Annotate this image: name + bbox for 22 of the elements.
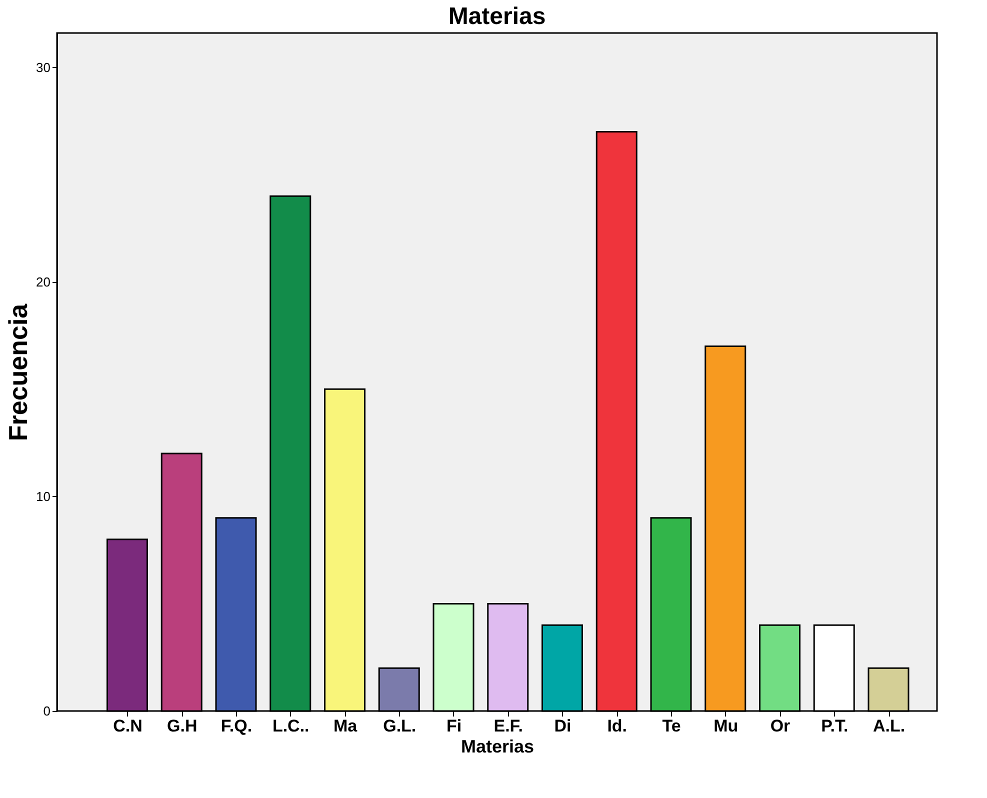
x-tick-label: C.N [113, 716, 142, 736]
x-tick-label: Ma [333, 716, 358, 736]
x-tick-label: A.L. [872, 716, 906, 736]
x-tick-label: Or [770, 716, 791, 736]
x-tick-label: E.F. [494, 716, 524, 736]
x-tick-label: G.L. [383, 716, 416, 736]
y-tick-label: 0 [43, 704, 50, 718]
x-tick-label: Fi [446, 716, 462, 736]
x-tick-label: Te [662, 716, 681, 736]
chart-title: Materias [448, 3, 546, 30]
x-tick-label: Id. [607, 716, 628, 736]
x-tick-label: Mu [714, 716, 738, 736]
x-tick-label: Di [554, 716, 572, 736]
y-axis-title: Frecuencia [3, 303, 34, 442]
x-axis-title: Materias [460, 736, 534, 756]
x-tick-label: P.T. [821, 716, 848, 736]
x-tick-label: L.C.. [272, 716, 310, 736]
x-tick-label: F.Q. [220, 716, 252, 736]
y-tick-label: 30 [36, 60, 50, 75]
y-tick-label: 20 [36, 274, 50, 290]
x-tick-label: G.H [167, 716, 198, 736]
y-tick-label: 10 [36, 488, 50, 504]
